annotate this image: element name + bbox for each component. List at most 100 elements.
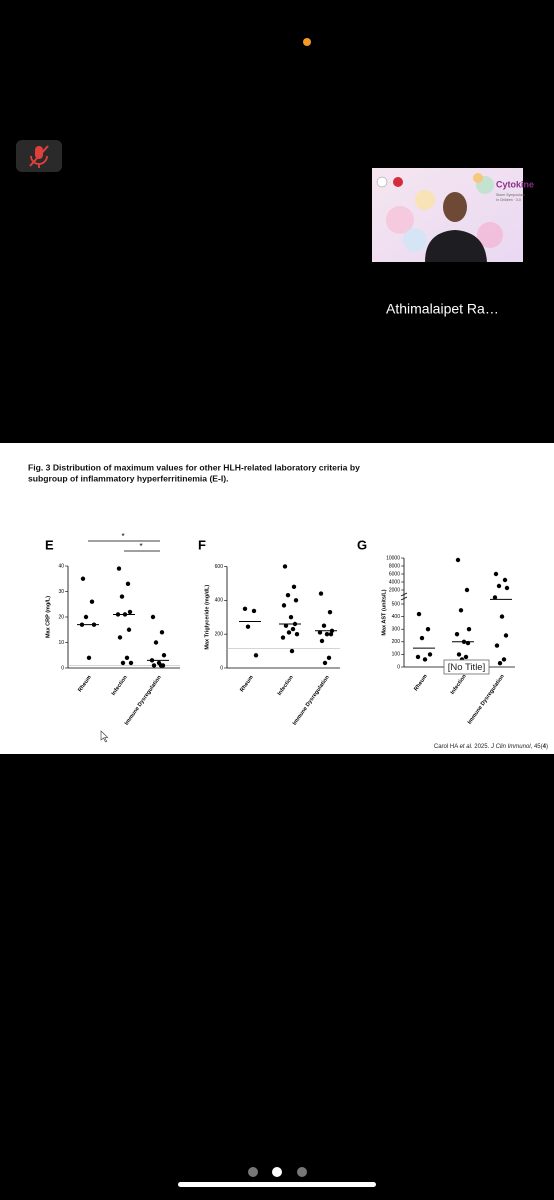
y-tick-label: 10 — [58, 640, 64, 646]
data-point — [282, 564, 288, 569]
y-tick-label: 4000 — [389, 579, 400, 585]
y-tick-label: 500 — [392, 601, 401, 607]
citation: Carol HA et al. 2025. J Clin Immunol, 45… — [434, 744, 548, 750]
data-point — [120, 660, 126, 666]
data-point — [151, 663, 157, 668]
data-point — [416, 611, 422, 617]
y-tick-label: 6000 — [389, 571, 400, 577]
significance-mark: * — [139, 542, 142, 551]
data-point — [289, 648, 295, 654]
data-point — [322, 660, 328, 666]
data-point — [285, 593, 291, 598]
y-tick-label: 40 — [58, 563, 64, 569]
data-point — [454, 632, 460, 637]
data-point — [80, 576, 86, 581]
data-point — [86, 655, 92, 660]
data-point — [502, 577, 508, 583]
data-point — [318, 591, 324, 596]
slide-title: Fig. 3 Distribution of maximum values fo… — [28, 462, 360, 472]
data-point — [422, 657, 428, 662]
data-point — [425, 627, 431, 632]
y-tick-label: 0 — [61, 665, 64, 671]
citation-part: , 45( — [531, 744, 543, 750]
y-tick-label: 400 — [215, 598, 224, 604]
y-tick-label: 0 — [220, 665, 223, 671]
citation-part: ) — [546, 744, 548, 750]
tooltip: [No Title] — [443, 659, 490, 675]
thumbnail-subtitle: in Children · 3.0 — [496, 198, 521, 202]
data-point — [455, 557, 461, 563]
data-point — [494, 643, 500, 648]
y-tick-label: 300 — [392, 627, 401, 633]
data-point — [456, 652, 462, 657]
data-point — [286, 630, 292, 635]
data-point — [458, 608, 464, 613]
data-point — [89, 599, 95, 604]
data-point — [161, 653, 167, 658]
data-point — [497, 661, 503, 666]
y-tick-label: 30 — [58, 589, 64, 595]
data-point — [493, 571, 499, 577]
y-tick-label: 2000 — [389, 587, 400, 593]
citation-part: 2025. — [473, 744, 491, 750]
data-point — [253, 653, 259, 658]
citation-part: J Clin Immunol — [490, 744, 531, 750]
data-point — [293, 598, 299, 603]
home-indicator — [178, 1182, 376, 1187]
data-point — [294, 631, 300, 637]
recording-dot — [303, 38, 311, 46]
y-axis-label: Max AST (units/L) — [381, 589, 387, 635]
data-point — [415, 654, 421, 660]
y-tick-label: 200 — [215, 631, 224, 637]
data-point — [127, 609, 133, 615]
y-axis-label: Max CRP (mg/L) — [45, 596, 51, 638]
thumbnail-subtitle: Storm Symposium — [496, 193, 525, 197]
slide-title: subgroup of inflammatory hyperferritinem… — [28, 473, 229, 483]
mute-button[interactable] — [16, 140, 62, 172]
data-point — [280, 635, 286, 640]
data-point — [83, 614, 89, 620]
y-tick-label: 600 — [215, 564, 224, 570]
data-point — [427, 652, 433, 657]
thumbnail-title: Cytokine — [496, 179, 534, 189]
data-point — [501, 657, 507, 662]
data-point — [504, 585, 510, 591]
data-point — [290, 626, 296, 632]
data-point — [492, 595, 498, 600]
data-point — [128, 660, 134, 666]
data-point — [328, 631, 334, 637]
data-point — [288, 615, 294, 620]
citation-part: Carol HA — [434, 744, 460, 750]
data-point — [321, 623, 327, 628]
page-indicator[interactable] — [248, 1167, 258, 1177]
data-point — [124, 655, 130, 660]
page-indicator[interactable] — [297, 1167, 307, 1177]
shared-slide — [0, 443, 554, 754]
data-point — [150, 614, 156, 620]
y-tick-label: 20 — [58, 614, 64, 620]
data-point — [158, 663, 164, 668]
tooltip-text: [No Title] — [448, 662, 486, 673]
citation-part: et al. — [460, 744, 473, 750]
data-point — [119, 594, 125, 599]
data-point — [283, 623, 289, 628]
data-point — [125, 581, 131, 587]
video-thumbnail[interactable] — [372, 168, 523, 262]
data-point — [463, 654, 469, 660]
data-point — [466, 627, 472, 632]
citation-part: 4 — [543, 744, 547, 750]
participant-name: Athimalaipet Ra… — [386, 301, 499, 317]
data-point — [324, 631, 330, 637]
page-indicator[interactable] — [272, 1167, 282, 1177]
y-tick-label: 200 — [392, 639, 401, 645]
data-point — [419, 635, 425, 641]
data-point — [317, 630, 323, 635]
data-point — [281, 603, 287, 608]
panel-label: G — [357, 537, 367, 552]
significance-mark: * — [121, 532, 124, 541]
data-point — [291, 584, 297, 589]
data-point — [159, 630, 165, 635]
data-point — [245, 624, 251, 629]
